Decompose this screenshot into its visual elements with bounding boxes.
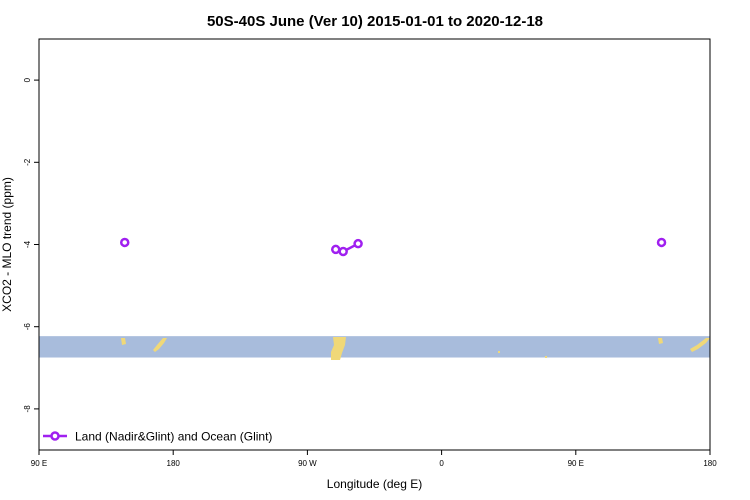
x-tick-label: 0 [439, 459, 444, 468]
x-tick-label: 180 [167, 459, 181, 468]
land-patch [331, 337, 346, 360]
x-tick-label: 180 [703, 459, 717, 468]
y-tick-label: -8 [23, 405, 32, 413]
plot-frame [38, 38, 711, 451]
y-axis-label: XCO2 - MLO trend (ppm) [0, 177, 14, 312]
land-patch [690, 338, 710, 352]
land-patch [153, 338, 167, 352]
land-patch [658, 338, 663, 344]
legend-swatch-marker [50, 431, 60, 441]
land-patch [121, 338, 126, 345]
data-point [656, 237, 667, 248]
legend-label: Land (Nadir&Glint) and Ocean (Glint) [75, 430, 272, 444]
y-tick-label: -4 [23, 240, 32, 248]
land-patch [545, 356, 547, 358]
ocean-band [39, 336, 710, 358]
map-strip [39, 336, 710, 360]
x-axis: 90 E 180 90 W 0 90 E 180 [31, 450, 717, 468]
chart-title: 50S-40S June (Ver 10) 2015-01-01 to 2020… [207, 13, 543, 30]
y-tick-label: -6 [23, 323, 32, 331]
y-tick-label: -2 [23, 158, 32, 166]
x-axis-label: Longitude (deg E) [327, 477, 422, 491]
y-axis: 0 -2 -4 -6 -8 [23, 77, 39, 412]
series-layer [119, 237, 667, 257]
land-patch [498, 351, 500, 353]
data-point [338, 246, 348, 257]
data-point [330, 244, 341, 255]
data-point [353, 238, 363, 249]
x-tick-label: 90 E [31, 459, 47, 468]
data-point [119, 237, 130, 248]
y-tick-label: 0 [23, 77, 32, 82]
legend: Land (Nadir&Glint) and Ocean (Glint) [43, 430, 272, 444]
x-tick-label: 90 W [298, 459, 317, 468]
x-tick-label: 90 E [568, 459, 584, 468]
